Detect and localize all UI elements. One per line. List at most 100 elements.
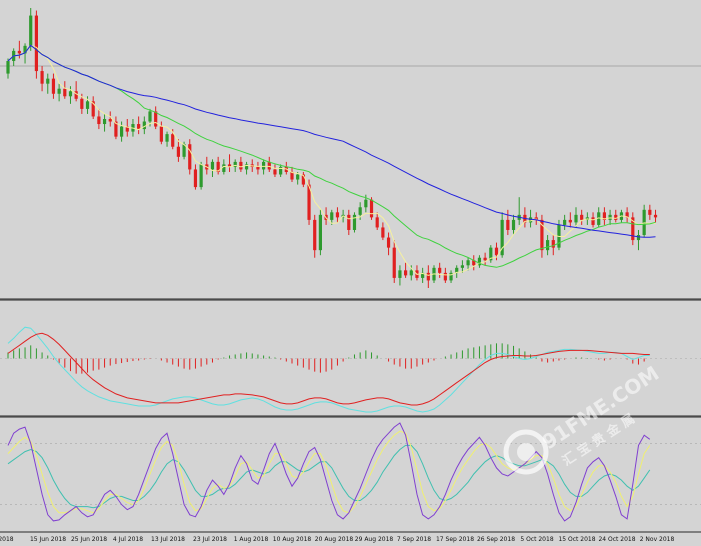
candle-body [40, 71, 44, 84]
candle-body [335, 212, 340, 218]
candle [506, 209, 510, 236]
candle [216, 156, 220, 175]
candle-body [239, 161, 243, 170]
candle [386, 232, 391, 256]
candle-body [165, 134, 169, 142]
candle [335, 207, 340, 223]
candle-body [426, 272, 430, 281]
candle [6, 58, 10, 79]
candle-body [625, 212, 629, 218]
candle-body [608, 214, 612, 220]
candle [625, 207, 629, 223]
candle-body [568, 219, 572, 223]
candle-body [580, 214, 584, 220]
candle-body [551, 240, 555, 248]
candle-body [546, 240, 550, 251]
candle-body [614, 214, 618, 220]
x-axis-tick-label: 2 Nov 2018 [640, 536, 675, 543]
candle-body [114, 121, 118, 137]
candle-body [477, 257, 482, 266]
candle [608, 209, 612, 225]
candle-body [233, 161, 237, 167]
candle [239, 156, 243, 172]
candle-body [636, 235, 641, 241]
candle-body [108, 118, 112, 122]
candle-body [352, 214, 357, 230]
candle-body [262, 161, 266, 170]
candle [68, 86, 73, 104]
candle-body [216, 161, 220, 172]
x-axis-tick-label: 26 Sep 2018 [477, 536, 515, 543]
oscillator-levels [0, 443, 701, 505]
candle [489, 245, 493, 263]
candle [142, 116, 146, 135]
candle [602, 207, 606, 225]
candle [159, 121, 163, 145]
candle [46, 73, 50, 94]
candle-body [375, 217, 379, 228]
candle-body [80, 98, 84, 109]
candle-body [85, 101, 90, 109]
candle [301, 171, 305, 188]
candle [438, 262, 442, 278]
candle [352, 212, 357, 233]
candle-body [318, 214, 322, 251]
candle [63, 81, 67, 99]
candle [404, 262, 408, 278]
candle [421, 267, 425, 283]
candle-body [222, 164, 226, 172]
candle [597, 207, 601, 228]
candle-body [386, 237, 391, 248]
candle [568, 212, 572, 228]
candle [551, 235, 555, 256]
candle-body [210, 161, 215, 170]
x-axis-tick-label: 17 Sep 2018 [436, 536, 474, 543]
candle [500, 212, 504, 258]
candle-body [176, 146, 180, 157]
candle-body [409, 270, 413, 276]
candle [653, 209, 658, 223]
x-axis-tick-label: 5 Oct 2018 [520, 536, 553, 543]
panel-separators [0, 298, 701, 533]
candle-body [227, 164, 232, 167]
candle-body [506, 219, 510, 230]
candle-body [500, 219, 504, 256]
candle [296, 171, 300, 185]
candle-body [392, 247, 396, 278]
moving-average-lines [7, 44, 656, 276]
x-axis: 2018 15 Jun 2018 25 Jun 2018 4 Jul 2018 13 J… [0, 536, 674, 543]
candle [347, 209, 351, 236]
candle [369, 197, 374, 220]
candle-body [159, 126, 163, 142]
candle [290, 166, 294, 183]
ma-fast-line [7, 44, 656, 276]
candle-body [358, 207, 362, 215]
candle [199, 161, 203, 190]
candle [91, 96, 95, 119]
candle-body [63, 88, 67, 97]
candle-body [330, 212, 334, 220]
candle-body [455, 267, 459, 273]
candle [574, 207, 578, 228]
candle [114, 116, 118, 140]
candle [580, 209, 584, 225]
candle-body [528, 217, 533, 223]
candle-body [273, 169, 277, 175]
candle-body [307, 184, 311, 220]
candle [51, 73, 56, 99]
candle-body [438, 267, 442, 273]
candle-body [472, 260, 476, 266]
x-axis-tick-label: 4 Jul 2018 [113, 536, 143, 543]
candle-body [648, 209, 652, 215]
candle [631, 212, 635, 246]
candle-body [398, 270, 402, 278]
x-axis-tick-label: 2018 [0, 536, 14, 543]
candle [426, 265, 430, 288]
candle-body [68, 91, 73, 97]
candle [262, 159, 266, 175]
candlestick-series [6, 8, 658, 288]
candle-body [199, 164, 203, 188]
candle-body [46, 78, 50, 84]
